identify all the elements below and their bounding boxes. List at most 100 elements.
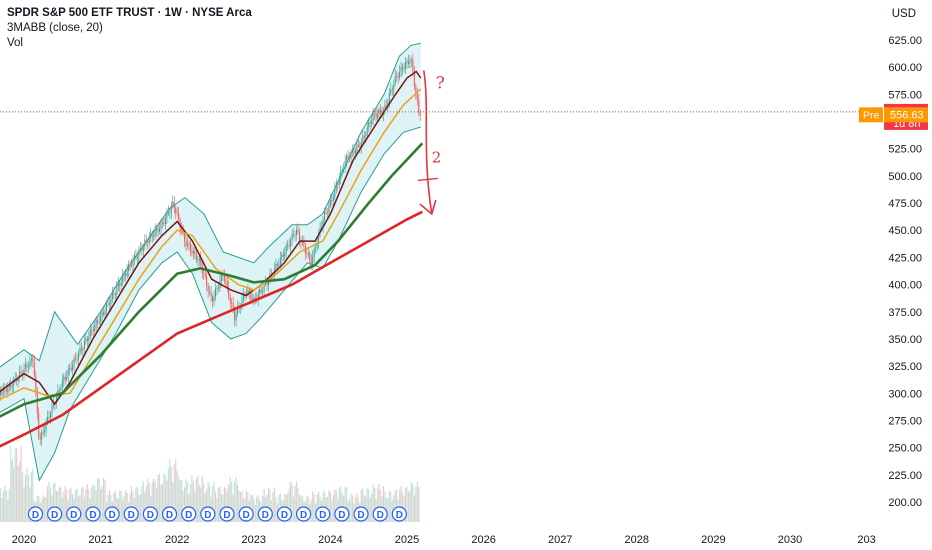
volume-bar [120, 490, 122, 522]
volume-bar [334, 489, 336, 522]
candle-body [126, 270, 128, 276]
candle-body [235, 313, 237, 321]
volume-label[interactable]: Vol [7, 37, 23, 49]
candle-body [353, 149, 355, 154]
dividend-marker [27, 506, 44, 522]
volume-bar [74, 489, 77, 522]
candle-body [129, 264, 131, 266]
candle-body [326, 212, 328, 214]
indicator-label[interactable]: 3MABB (close, 20) [7, 22, 103, 34]
candle-body [23, 368, 25, 375]
volume-bar [231, 481, 233, 522]
volume-bar [86, 484, 88, 522]
candle-body [138, 249, 140, 257]
dividend-marker-label: D [377, 510, 384, 521]
candle-body [210, 291, 212, 297]
volume-bar [125, 489, 127, 522]
candle-body [297, 229, 299, 233]
arrow-head [419, 199, 437, 216]
volume-bar [407, 491, 410, 522]
volume-bar [164, 475, 167, 522]
volume-bar [97, 478, 99, 522]
volume-bar [409, 490, 411, 522]
volume-bar [292, 497, 295, 522]
dividend-marker-label: D [357, 510, 364, 521]
candle-body [189, 244, 191, 252]
candle-body [306, 253, 308, 255]
candle-body [191, 251, 193, 254]
volume-bar [318, 491, 320, 522]
candle-body [319, 227, 321, 233]
drawn-down-arrow [422, 70, 433, 215]
volume-bar [356, 493, 358, 522]
candle-body [402, 66, 404, 70]
dividend-marker [123, 506, 139, 522]
candle-body [301, 241, 303, 243]
candle-body [39, 437, 41, 440]
volume-bar [122, 499, 124, 522]
candle-body [10, 384, 12, 388]
candle-body [318, 232, 320, 243]
candle-body [122, 275, 124, 283]
symbol-title[interactable]: SPDR S&P 500 ETF TRUST · 1W · NYSE Arca [7, 7, 252, 19]
candle-body [409, 61, 411, 64]
year-tick-label: 2024 [318, 534, 342, 546]
currency-label[interactable]: USD [891, 8, 916, 20]
candle-body [147, 241, 149, 244]
candle-body [44, 430, 46, 433]
candle-body [0, 391, 1, 395]
candle-body [135, 255, 137, 259]
ma-200 [0, 210, 423, 448]
candle-body [86, 338, 88, 341]
candle-body [396, 75, 398, 77]
dividend-marker-label: D [32, 510, 39, 521]
price-tick-label: 625.00 [888, 35, 922, 47]
volume-bar [263, 488, 265, 522]
volume-bar [228, 484, 230, 522]
volume-bar [104, 480, 106, 522]
candle-body [50, 413, 52, 418]
price-tick-label: 600.00 [888, 62, 922, 74]
time-axis[interactable]: 2020 2021 2022 2023 2024 2025 2026 2027 2028 2029… [12, 534, 876, 546]
volume-bar [388, 491, 390, 522]
candle-body [123, 274, 125, 276]
candle-body [33, 361, 35, 376]
candle-body [136, 256, 138, 259]
volume-bar [206, 488, 208, 522]
candle-body [51, 405, 53, 414]
candle-body [416, 93, 418, 101]
candle-body [403, 68, 405, 70]
volume-bar [17, 466, 19, 522]
candle-body [184, 231, 186, 241]
candle-body [85, 338, 87, 341]
candle-body [338, 179, 340, 185]
candle-body [293, 234, 295, 236]
candle-body [229, 297, 231, 303]
candle-body [344, 160, 346, 169]
dividend-marker [391, 506, 407, 522]
dividend-marker [372, 506, 388, 522]
volume-bar [100, 489, 102, 522]
candle-body [359, 145, 361, 148]
candle-body [365, 135, 367, 137]
volume-bar [200, 487, 202, 522]
year-tick-label: 2022 [165, 534, 189, 546]
candle-body [133, 255, 135, 260]
candle-body [98, 322, 100, 323]
dividend-marker [334, 506, 350, 522]
candle-body [216, 287, 218, 289]
volume-bar [329, 491, 331, 522]
candle-body [316, 242, 318, 249]
volume-bar [13, 467, 15, 522]
volume-bar [21, 472, 24, 522]
candle-body [11, 385, 13, 388]
candle-body [178, 212, 180, 220]
candle-body [159, 228, 161, 232]
volume-bar [88, 488, 90, 522]
candle-body [287, 245, 289, 246]
volume-bar [173, 464, 175, 522]
candle-body [48, 416, 50, 418]
